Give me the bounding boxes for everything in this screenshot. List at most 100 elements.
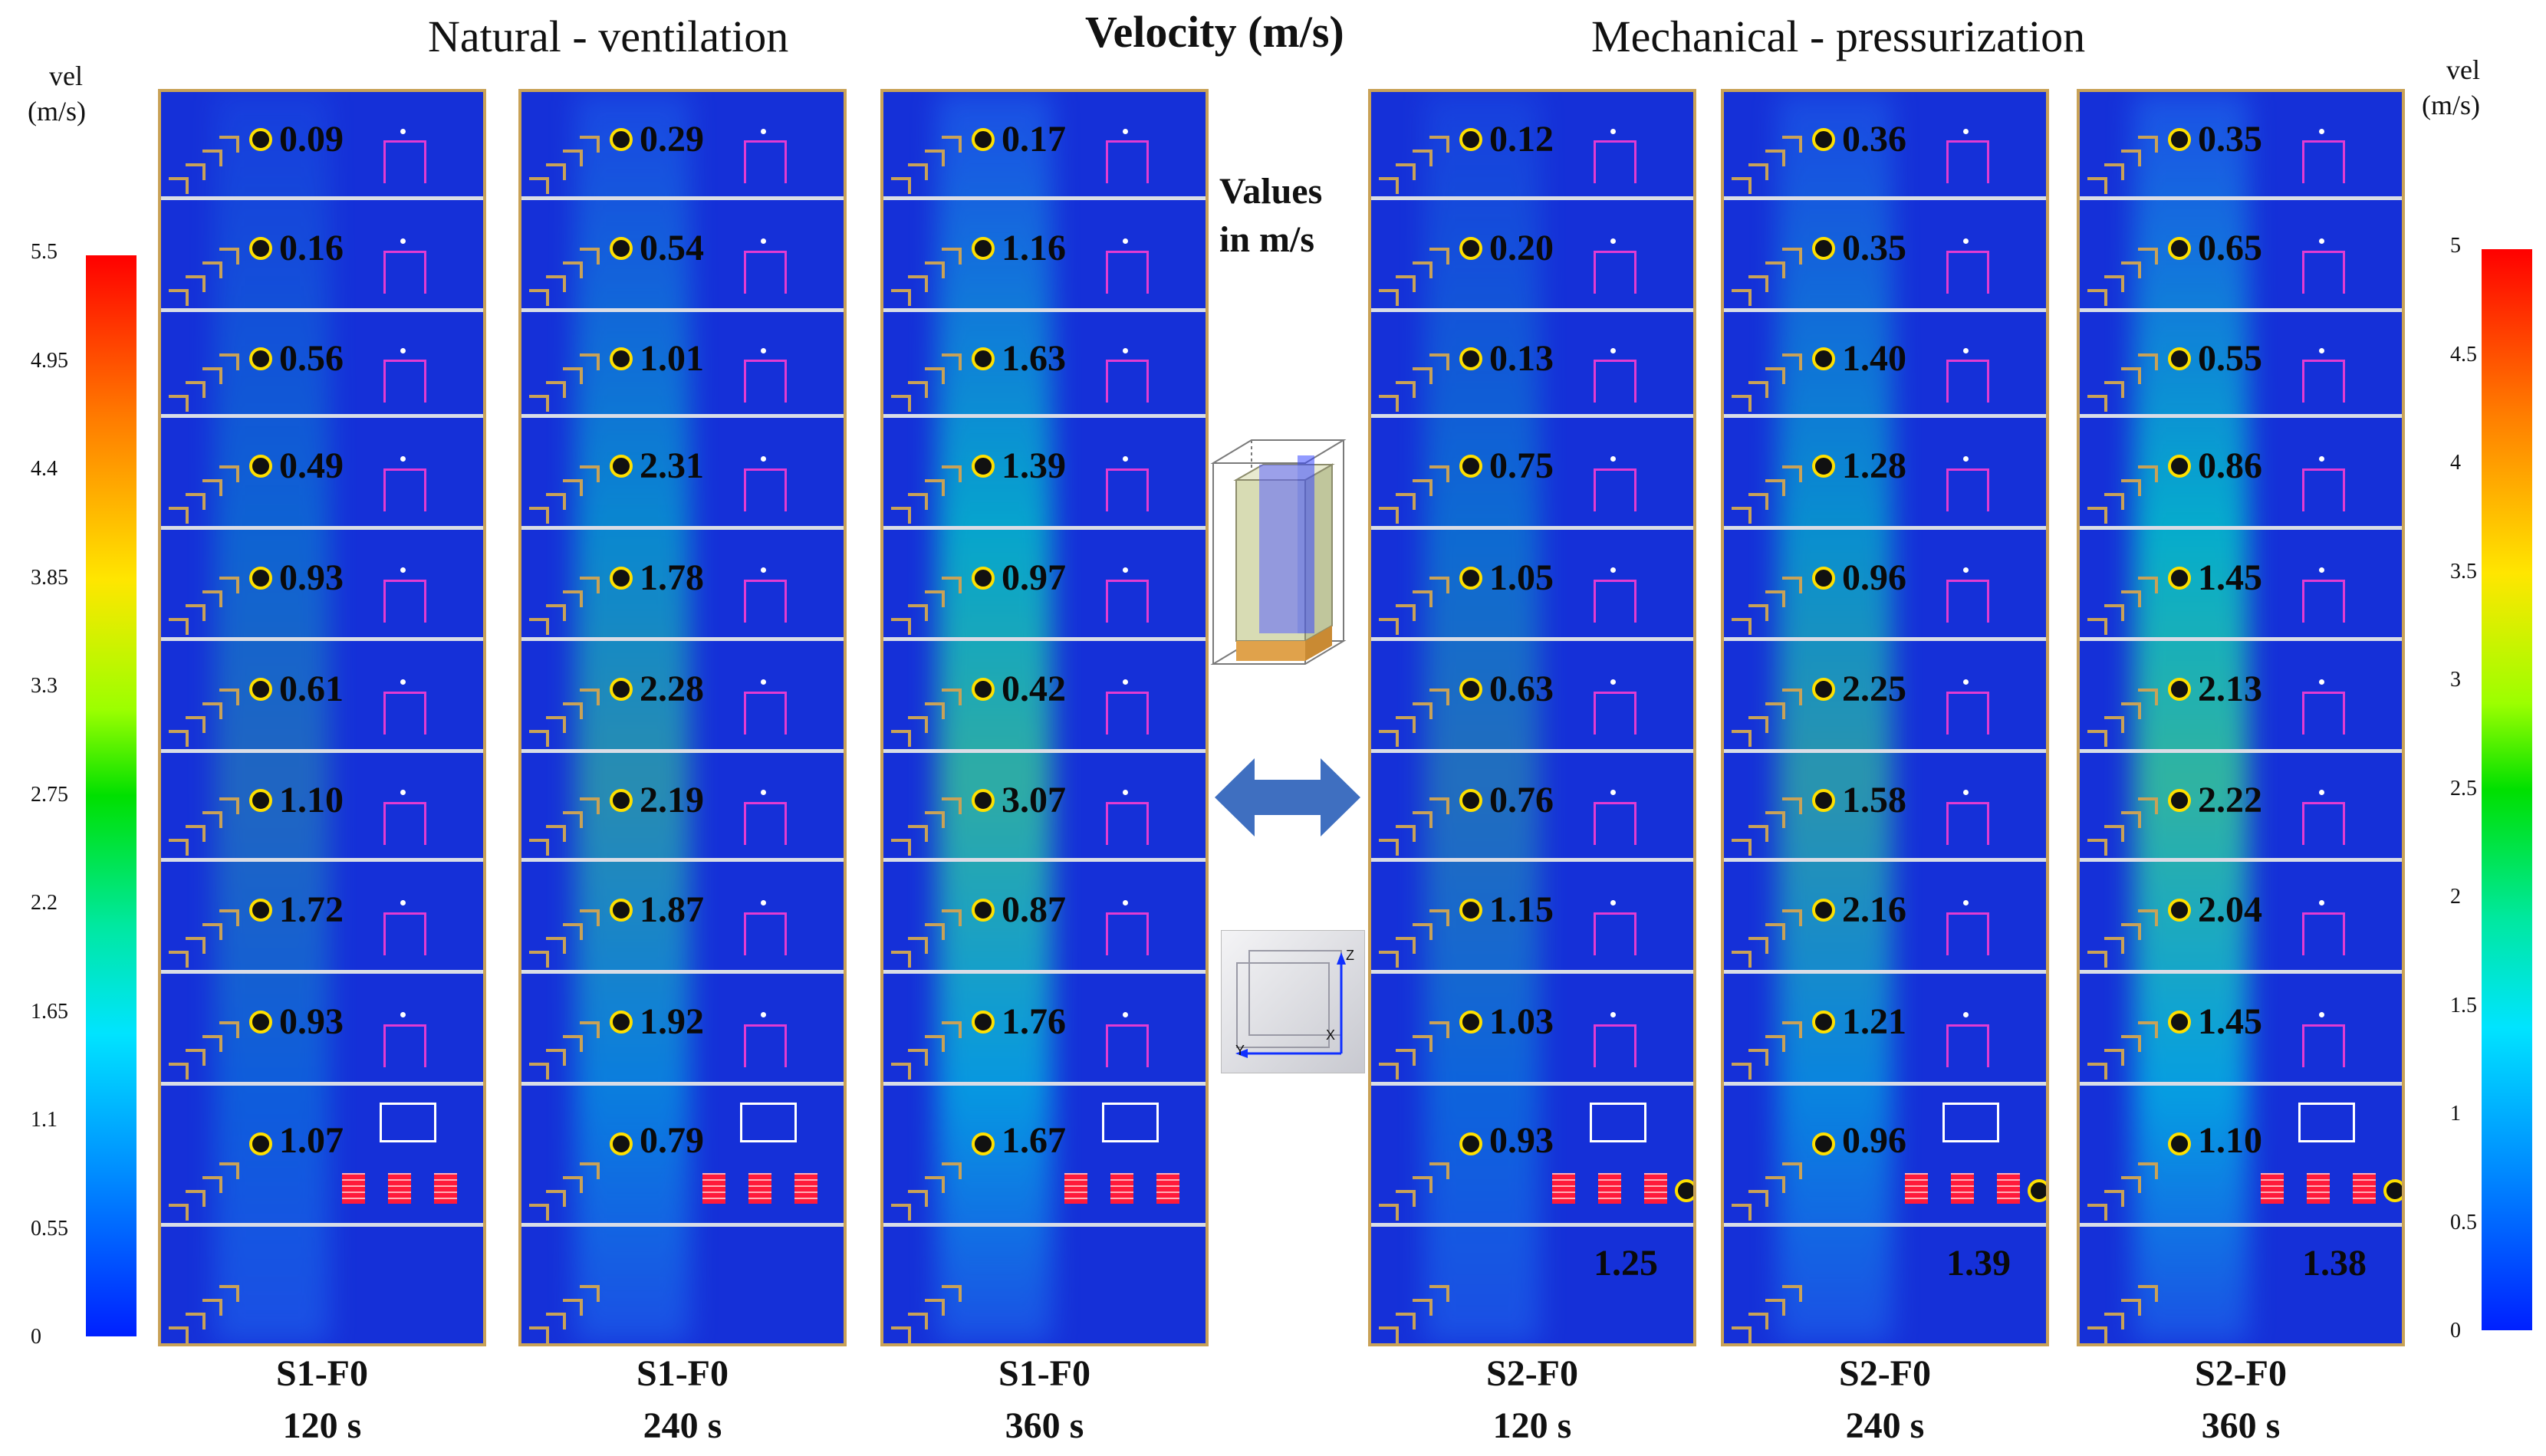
stair-step [1748,163,1768,180]
stair-step [2104,163,2124,180]
stair-step [1765,479,1785,496]
floor-band [883,753,1206,862]
stair-step [219,1021,239,1038]
stair-step [925,367,945,384]
sensor-point [1123,1011,1128,1017]
measurement-point [972,1011,995,1034]
stair-step [1782,136,1802,153]
door-outline [2302,912,2345,955]
stair-step [891,395,911,412]
stair-step [925,1035,945,1052]
stair-step [1429,465,1449,482]
stair-step [1379,730,1399,747]
stair-step [1413,150,1433,166]
stair-step [546,1049,566,1066]
measurement-point [249,1011,272,1034]
panel-scenario-label: S2-F0 [1839,1353,1931,1394]
stair-step [169,289,189,306]
stair-step [1413,590,1433,607]
floor-band [161,641,483,753]
velocity-value: 0.97 [1002,557,1066,598]
stair-step [1429,1285,1449,1302]
stair-step [2104,381,2124,398]
cfd-panel: 0.17 1.16 1.63 1.39 0.97 0.42 3.07 0.87 1.76 1.67 [880,89,1209,1346]
right-scale-tick: 3.5 [2450,559,2477,583]
door-outline [1106,1024,1149,1067]
floor-band [521,1086,844,1227]
measurement-point [2168,788,2191,812]
stair-step [529,1063,549,1080]
pressurization-point [2028,1179,2046,1202]
sensor-point [1610,679,1616,685]
sensor-point [761,128,766,134]
measurement-point [2168,899,2191,922]
sensor-point [2319,899,2324,905]
stair-step [891,839,911,856]
velocity-value: 0.20 [1489,228,1554,269]
stair-step [2104,493,2124,510]
stair-step [186,163,206,180]
velocity-value: 0.93 [279,1001,344,1043]
sensor-point [1963,899,1969,905]
stair-step [1396,937,1416,954]
floor-band [1724,1086,2046,1227]
sensor-point [400,238,406,244]
axis-y-label: Y [1235,1043,1245,1058]
stair-step [2121,261,2141,278]
stair-step [580,1162,600,1179]
stair-step [2138,248,2158,265]
stair-step [563,702,583,719]
floor-band [2080,641,2402,753]
velocity-value: 0.65 [2198,228,2262,269]
velocity-value: 0.75 [1489,445,1554,487]
velocity-value: 1.78 [640,557,704,598]
stair-step [1379,1204,1399,1221]
sensor-point [400,128,406,134]
sensor-point [1963,567,1969,574]
stair-step [1379,951,1399,968]
stair-step [219,136,239,153]
stair-step [1413,479,1433,496]
shaft-base-value: 1.25 [1594,1243,1658,1283]
stair-step [580,909,600,926]
floor-band [1371,1086,1693,1227]
sensor-point [761,347,766,353]
stair-step [1396,1190,1416,1207]
floor-band [2080,312,2402,418]
stair-step [1396,1049,1416,1066]
floor-band [2080,862,2402,974]
stair-step [1732,289,1752,306]
measurement-point [2168,678,2191,702]
stair-step [1396,604,1416,621]
sensor-point [2319,238,2324,244]
stair-step [1782,1285,1802,1302]
stair-step [1748,604,1768,621]
measurement-point [1459,566,1482,590]
stair-step [546,163,566,180]
floor-band [161,1086,483,1227]
stair-step [563,1035,583,1052]
stair-step [1413,702,1433,719]
measurement-point [1812,127,1835,151]
velocity-value: 0.79 [640,1120,704,1162]
right-scale-tick: 2.5 [2450,776,2477,800]
door-outline [1106,250,1149,294]
door-outline [1946,580,1989,623]
stair-step [1413,923,1433,940]
stair-step [2138,577,2158,593]
velocity-value: 1.72 [279,889,344,931]
door-outline [744,691,787,735]
stair-step [925,811,945,828]
floor-band [161,530,483,641]
door-outline [1594,468,1636,511]
sensor-point [1123,128,1128,134]
stair-step [563,1176,583,1193]
stair-step [1396,825,1416,842]
fan-icon [1644,1173,1667,1204]
floor-band [2080,92,2402,200]
measurement-point [972,788,995,812]
door-outline [1946,140,1989,184]
stair-step [2104,1190,2124,1207]
floor-band [1371,753,1693,862]
measurement-point [249,455,272,478]
